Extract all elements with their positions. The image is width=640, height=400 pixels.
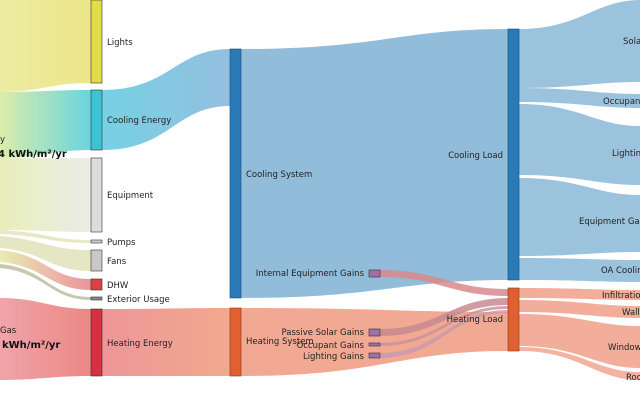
label-heating-load: Heating Load <box>447 315 503 325</box>
node-cooling-system[interactable] <box>229 48 242 299</box>
label-windows: Windows <box>608 343 640 353</box>
source-labels: y 4 kWh/m²/yr Gas kWh/m²/yr <box>0 135 67 351</box>
label-heating-energy: Heating Energy <box>107 339 173 349</box>
flow-equipment-gains <box>519 178 640 256</box>
load-flows <box>241 29 508 376</box>
label-solar: Solar <box>623 37 640 47</box>
gas-label: Gas <box>0 326 17 336</box>
flow-roof <box>519 347 640 380</box>
label-passive-solar-gains: Passive Solar Gains <box>282 328 365 338</box>
node-heating-energy[interactable] <box>90 308 103 377</box>
node-cooling-load[interactable] <box>507 28 520 281</box>
flow-cooling-energy-system <box>102 49 230 150</box>
node-passive-solar-gains[interactable] <box>368 328 381 337</box>
end-use-nodes <box>90 0 103 377</box>
flow-walls <box>519 300 640 318</box>
label-equipment: Equipment <box>107 191 154 201</box>
component-labels: Solar Occupants Lighting Equipment Gains… <box>579 37 640 383</box>
node-equipment[interactable] <box>90 157 103 233</box>
label-heating-system: Heating System <box>246 337 314 347</box>
system-flows <box>102 49 230 376</box>
label-internal-equipment-gains: Internal Equipment Gains <box>256 269 365 279</box>
flow-occupants <box>519 88 640 108</box>
system-nodes <box>229 28 520 377</box>
label-cooling-energy: Cooling Energy <box>107 116 171 126</box>
flow-windows <box>519 314 640 368</box>
electricity-intensity: 4 kWh/m²/yr <box>0 149 67 160</box>
label-infiltration: Infiltration <box>602 291 640 301</box>
label-lighting-gains: Lighting Gains <box>303 352 365 362</box>
flow-cooling-system-load <box>241 29 508 298</box>
heating-component-flows <box>519 288 640 380</box>
flow-lighting <box>519 104 640 185</box>
flow-oa-cooling <box>519 258 640 282</box>
label-equipment-gains: Equipment Gains <box>579 217 640 227</box>
label-fans: Fans <box>107 257 127 267</box>
source-flows <box>0 0 91 380</box>
flow-electricity-fans <box>0 236 91 271</box>
node-lights[interactable] <box>90 0 103 84</box>
flow-heating-energy-system <box>102 308 230 376</box>
flow-electricity-dhw <box>0 250 91 290</box>
node-internal-equipment-gains[interactable] <box>368 269 381 278</box>
flow-electricity-exterior <box>0 264 91 300</box>
flow-passive-solar-gains <box>380 298 508 336</box>
gas-intensity: kWh/m²/yr <box>2 340 60 351</box>
gain-labels: Internal Equipment Gains Passive Solar G… <box>256 269 365 362</box>
label-exterior-usage: Exterior Usage <box>107 295 170 305</box>
node-lighting-gains[interactable] <box>368 352 381 359</box>
node-fans[interactable] <box>90 249 103 272</box>
electricity-label-fragment: y <box>0 135 5 145</box>
label-lights: Lights <box>107 38 133 48</box>
flow-lighting-gains <box>380 310 508 358</box>
label-occupant-gains: Occupant Gains <box>297 341 365 351</box>
node-heating-system[interactable] <box>229 307 242 377</box>
label-roof: Roof <box>626 373 640 383</box>
node-heating-load[interactable] <box>507 287 520 352</box>
flow-infiltration <box>519 288 640 300</box>
flow-occupant-gains <box>380 306 508 346</box>
label-cooling-load: Cooling Load <box>448 151 503 161</box>
node-exterior-usage[interactable] <box>90 296 103 301</box>
flow-electricity-lights <box>0 0 91 92</box>
end-use-labels: Lights Cooling Energy Equipment Pumps Fa… <box>107 38 173 349</box>
flow-electricity-equipment <box>0 158 91 232</box>
label-dhw: DHW <box>107 281 129 291</box>
flow-internal-equipment-gains <box>380 270 508 296</box>
flow-electricity-cooling <box>0 90 91 158</box>
node-pumps[interactable] <box>90 239 103 244</box>
label-oa-cooling: OA Cooling <box>601 266 640 276</box>
flow-gas-heating <box>0 298 91 380</box>
label-pumps: Pumps <box>107 238 136 248</box>
label-lighting: Lighting <box>612 149 640 159</box>
flow-electricity-pumps <box>0 230 91 243</box>
node-dhw[interactable] <box>90 278 103 291</box>
node-occupant-gains[interactable] <box>368 342 381 347</box>
cooling-component-flows <box>519 0 640 282</box>
flow-heating-system-load <box>241 308 508 376</box>
label-walls: Walls <box>622 308 640 318</box>
label-cooling-system: Cooling System <box>246 170 312 180</box>
label-occupants: Occupants <box>603 97 640 107</box>
system-labels: Cooling System Heating System Cooling Lo… <box>246 151 503 347</box>
node-cooling-energy[interactable] <box>90 89 103 151</box>
flow-solar <box>519 0 640 88</box>
